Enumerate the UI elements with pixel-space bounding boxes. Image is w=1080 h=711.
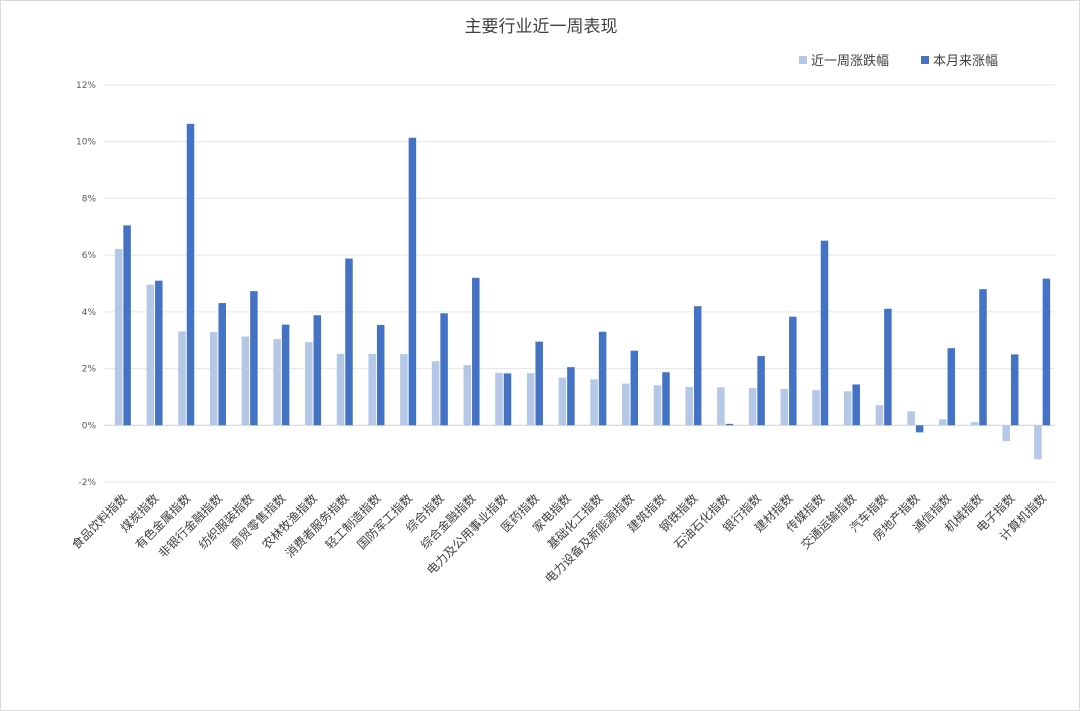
chart-title: 主要行业近一周表现 — [465, 17, 618, 37]
legend-swatch — [921, 56, 929, 64]
bar-monthly — [281, 324, 290, 426]
bar-weekly — [717, 387, 725, 426]
y-axis: -2% 0% 2% 4% 6% 8% 10% 12% — [76, 81, 96, 488]
y-tick-label: 12% — [76, 81, 96, 91]
bar-weekly — [526, 373, 535, 426]
bar-monthly — [1010, 354, 1019, 426]
bar-monthly — [630, 350, 639, 426]
legend: 近一周涨跌幅 本月来涨幅 — [799, 53, 998, 69]
bar-monthly — [567, 367, 575, 426]
bar-monthly — [598, 331, 607, 426]
bar-monthly — [947, 348, 956, 426]
y-tick-label: 0% — [82, 421, 97, 431]
y-tick-label: 6% — [82, 251, 97, 261]
bar-weekly — [114, 248, 123, 426]
bar-weekly — [336, 353, 345, 426]
bar-weekly — [558, 377, 567, 426]
bar-weekly — [780, 388, 789, 426]
y-tick-label: 10% — [76, 138, 96, 148]
bar-monthly — [884, 308, 892, 426]
bar-monthly — [218, 303, 226, 426]
bar-weekly — [273, 339, 281, 426]
bar-weekly — [241, 336, 250, 426]
bar-monthly — [1042, 278, 1051, 426]
bar-weekly — [685, 387, 693, 426]
bar-monthly — [472, 277, 480, 426]
bar-monthly — [820, 240, 829, 426]
bar-weekly — [146, 284, 155, 426]
bar-weekly — [463, 365, 472, 426]
bar-monthly — [345, 258, 353, 426]
bar-weekly — [1034, 425, 1042, 460]
y-tick-label: 8% — [82, 194, 97, 204]
bar-monthly — [313, 315, 322, 426]
bar-monthly — [725, 423, 734, 426]
bars — [114, 123, 1051, 460]
bar-weekly — [622, 383, 630, 426]
bar-weekly — [431, 361, 440, 426]
bar-monthly — [693, 306, 702, 426]
bar-monthly — [186, 123, 195, 426]
bar-weekly — [1002, 425, 1010, 442]
bar-weekly — [875, 405, 884, 426]
bar-weekly — [812, 390, 820, 426]
bar-monthly — [408, 137, 417, 426]
x-axis: 食品饮料指数煤炭指数有色金属指数非银行金融指数纺织服装指数商贸零售指数农林牧渔指… — [68, 491, 1049, 586]
bar-monthly — [662, 372, 670, 426]
bar-monthly — [250, 291, 258, 426]
y-tick-label: 4% — [82, 308, 97, 318]
gridlines — [104, 84, 1055, 483]
bar-weekly — [939, 419, 947, 426]
bar-monthly — [789, 316, 797, 426]
bar-weekly — [653, 385, 662, 426]
bar-weekly — [843, 391, 852, 426]
bar-weekly — [590, 379, 598, 426]
bar-monthly — [757, 356, 765, 426]
bar-monthly — [155, 280, 163, 426]
bar-weekly — [748, 388, 757, 426]
bar-weekly — [495, 372, 503, 426]
y-tick-label: 2% — [82, 365, 97, 375]
y-tick-label: -2% — [78, 478, 96, 488]
bar-monthly — [535, 341, 543, 426]
legend-label: 本月来涨幅 — [933, 54, 998, 69]
bar-weekly — [178, 331, 186, 426]
bar-monthly — [979, 289, 987, 426]
legend-swatch — [799, 56, 807, 64]
bar-monthly — [440, 313, 448, 426]
bar-monthly — [123, 225, 131, 426]
bar-weekly — [368, 353, 376, 426]
bar-weekly — [400, 354, 408, 426]
bar-weekly — [305, 342, 313, 426]
bar-monthly — [376, 324, 385, 426]
bar-monthly — [852, 384, 860, 426]
legend-label: 近一周涨跌幅 — [811, 53, 889, 69]
bar-monthly — [915, 425, 924, 433]
bar-monthly — [503, 373, 512, 426]
bar-weekly — [209, 331, 218, 426]
bar-weekly — [907, 411, 915, 426]
bar-weekly — [970, 422, 979, 426]
